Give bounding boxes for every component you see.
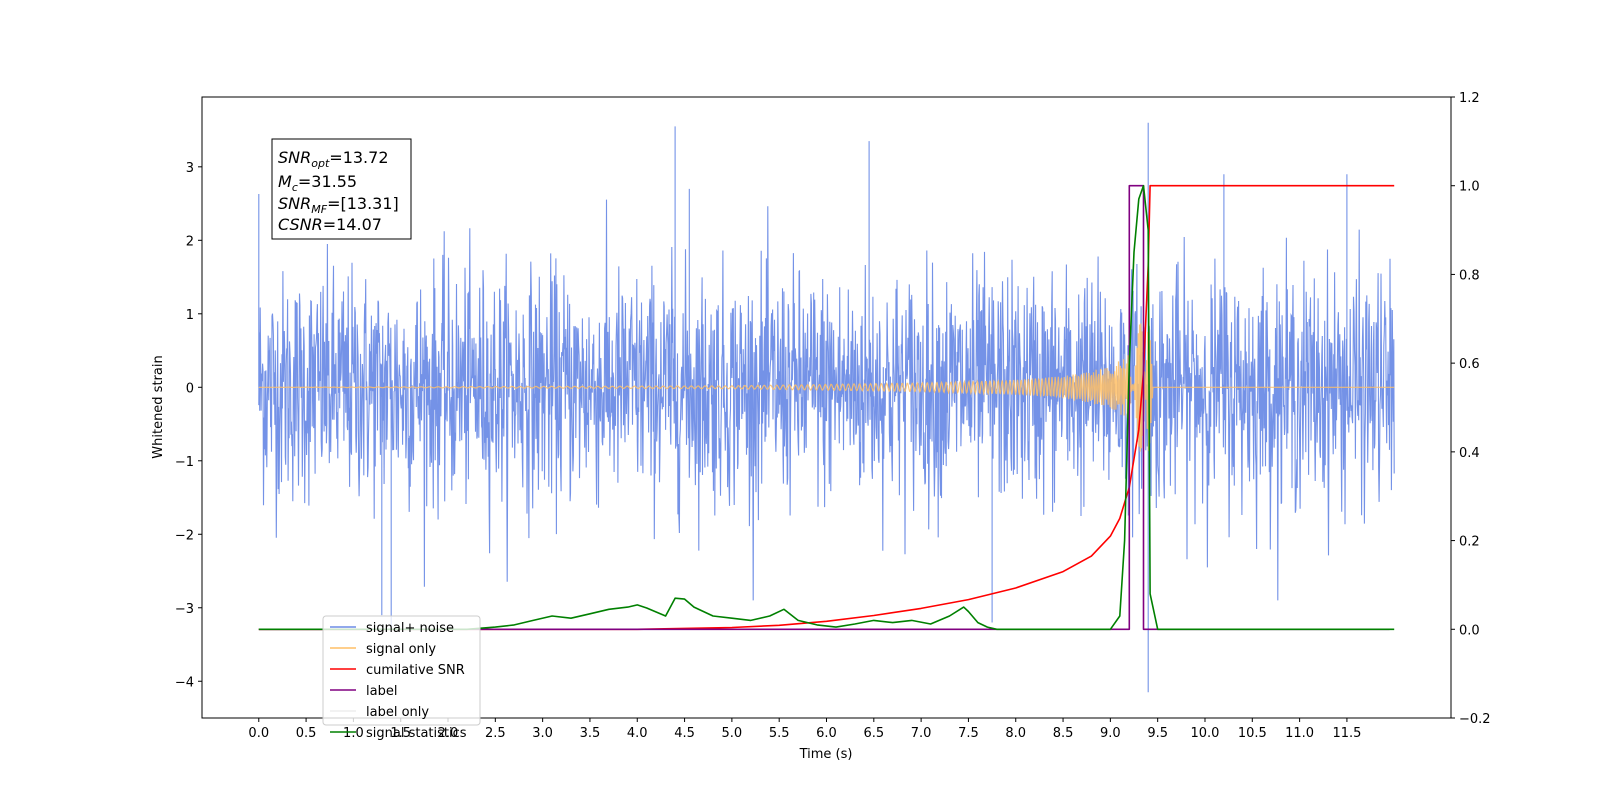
x-tick-label: 5.5: [769, 726, 790, 741]
y2-tick-label: 0.0: [1459, 623, 1480, 638]
legend-label: signal+ noise: [366, 621, 454, 636]
y2-tick-label: −0.2: [1459, 712, 1491, 727]
plot-series: [258, 122, 1395, 693]
legend: signal+ noise signal only cumilative SNR la…: [322, 615, 481, 741]
y2-tick-label: 0.4: [1459, 446, 1480, 461]
y-axis-label: Whitened strain: [151, 355, 166, 458]
y-tick-label: −4: [175, 675, 194, 690]
y-tick-label: −1: [175, 455, 194, 470]
annotation-snr-mf: SNRMF=[13.31]: [278, 194, 399, 216]
x-tick-label: 10.0: [1191, 726, 1220, 741]
x-tick-label: 4.0: [627, 726, 648, 741]
series-cumilative-snr-line: [258, 184, 1395, 631]
y2-tick-label: 0.2: [1459, 535, 1480, 550]
annotation-csnr: CSNR=14.07: [278, 215, 382, 234]
x-tick-label: 5.0: [722, 726, 743, 741]
y-tick-label: 3: [186, 161, 194, 176]
legend-label: label only: [366, 705, 429, 720]
y-axis-left: −4 −3 −2 −1 0 1 2 3: [175, 161, 202, 690]
y-tick-label: 1: [186, 308, 194, 323]
legend-label: signal only: [366, 642, 436, 657]
series-signal-only-line: [258, 323, 1395, 452]
y2-tick-label: 1.2: [1459, 91, 1480, 106]
x-tick-label: 1.0: [343, 726, 364, 741]
x-tick-label: 11.5: [1332, 726, 1361, 741]
x-tick-label: 3.5: [580, 726, 601, 741]
y-tick-label: −2: [175, 528, 194, 543]
x-tick-label: 4.5: [674, 726, 695, 741]
x-tick-label: 7.5: [958, 726, 979, 741]
series-signal-statistics-line: [258, 184, 1395, 631]
legend-label: label: [366, 684, 397, 699]
y-tick-label: 0: [186, 381, 194, 396]
x-tick-label: 8.5: [1053, 726, 1074, 741]
series-signal-noise-line: [258, 122, 1395, 693]
y2-tick-label: 0.8: [1459, 268, 1480, 283]
y-axis-right: −0.2 0.0 0.2 0.4 0.6 0.8 1.0 1.2: [1451, 91, 1491, 727]
x-axis-label: Time (s): [799, 747, 853, 762]
x-tick-label: 2.5: [485, 726, 506, 741]
x-tick-label: 9.0: [1100, 726, 1121, 741]
legend-frame: [322, 615, 481, 726]
y2-tick-label: 0.6: [1459, 357, 1480, 372]
y-tick-label: −3: [175, 602, 194, 617]
x-tick-label: 8.0: [1005, 726, 1026, 741]
x-tick-label: 2.0: [438, 726, 459, 741]
x-tick-label: 3.0: [532, 726, 553, 741]
x-axis: 0.0 0.5 1.0 1.5 2.0 2.5 3.0 3.5 4.0 4.5 5.0 5.5 6.0 6…: [248, 718, 1361, 741]
x-tick-label: 11.0: [1285, 726, 1314, 741]
x-tick-label: 10.5: [1238, 726, 1267, 741]
annotation-box: SNRopt=13.72 Mc=31.55 SNRMF=[13.31] CSNR…: [271, 138, 412, 240]
x-tick-label: 6.0: [816, 726, 837, 741]
x-tick-label: 7.0: [911, 726, 932, 741]
legend-label: cumilative SNR: [366, 663, 465, 678]
y2-tick-label: 1.0: [1459, 180, 1480, 195]
annotation-snr-opt: SNRopt=13.72: [278, 148, 389, 170]
y-tick-label: 2: [186, 234, 194, 249]
x-tick-label: 0.5: [296, 726, 317, 741]
x-tick-label: 6.5: [863, 726, 884, 741]
x-tick-label: 9.5: [1147, 726, 1168, 741]
x-tick-label: 1.5: [390, 726, 411, 741]
annotation-mc: Mc=31.55: [278, 172, 357, 194]
x-tick-label: 0.0: [248, 726, 269, 741]
legend-label: signal statistics: [366, 726, 467, 741]
